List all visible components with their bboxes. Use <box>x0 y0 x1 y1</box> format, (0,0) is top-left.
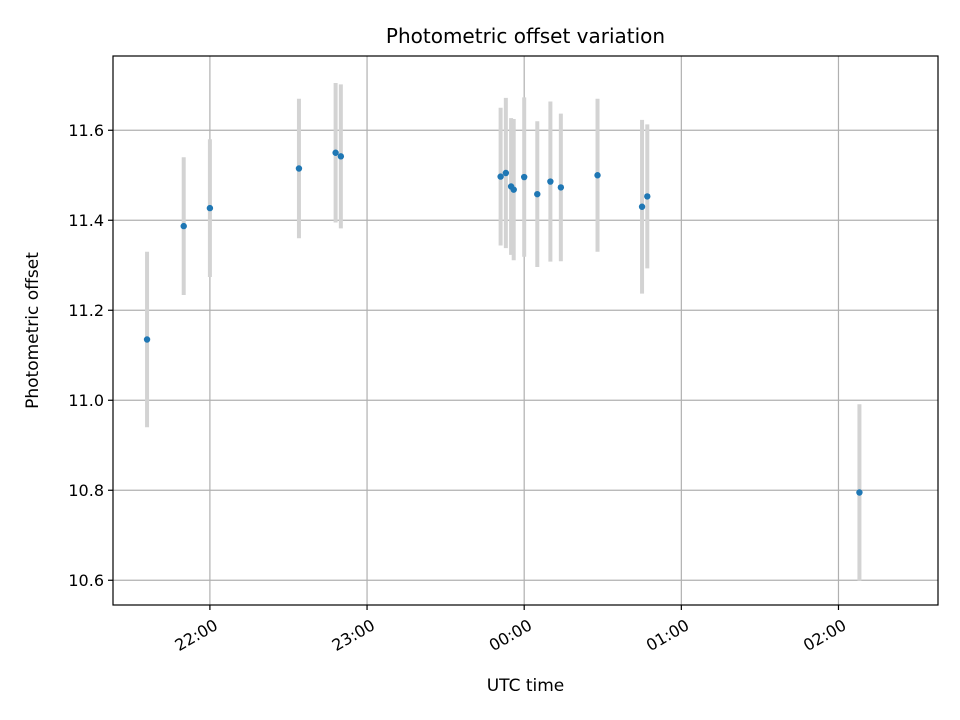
data-point <box>502 169 510 177</box>
data-point <box>180 222 187 230</box>
data-point <box>295 165 303 172</box>
data-point <box>594 172 601 179</box>
y-tick-label: 10.6 <box>68 571 104 590</box>
data-point <box>332 149 339 156</box>
data-point <box>510 186 517 193</box>
data-points <box>143 149 863 496</box>
y-tick-label: 11.6 <box>68 121 104 140</box>
y-axis: 10.6 10.8 11.0 11.2 11.4 11.6 <box>68 121 113 590</box>
data-point <box>143 336 151 343</box>
x-axis-label: UTC time <box>487 676 565 696</box>
y-tick-label: 10.8 <box>68 481 104 500</box>
data-point <box>547 178 554 185</box>
data-point <box>644 193 651 200</box>
data-point <box>497 173 504 180</box>
data-point <box>534 190 541 198</box>
data-point <box>856 489 863 496</box>
plot-frame <box>112 55 939 606</box>
y-tick-label: 11.0 <box>68 391 104 410</box>
y-axis-label: Photometric offset <box>23 252 43 409</box>
data-point <box>337 153 345 160</box>
data-point <box>206 204 214 212</box>
y-tick-label: 11.4 <box>68 211 104 230</box>
data-point <box>638 203 646 210</box>
chart-title: Photometric offset variation <box>386 24 665 48</box>
data-point <box>557 184 565 191</box>
data-point <box>520 173 528 181</box>
y-tick-label: 11.2 <box>68 301 104 320</box>
